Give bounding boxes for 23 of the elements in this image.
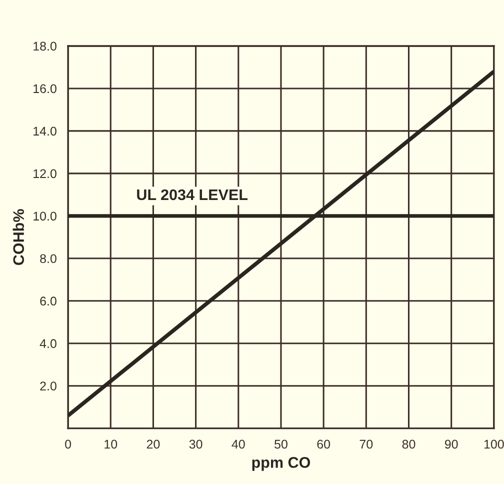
y-tick-label: 18.0 — [34, 42, 56, 51]
y-tick-label: 12.0 — [34, 169, 56, 178]
ref-line-label: UL 2034 LEVEL — [137, 189, 248, 200]
y-tick-label: 14.0 — [34, 126, 56, 136]
x-tick-label: 30 — [189, 440, 202, 449]
x-tick-label: 90 — [444, 440, 458, 449]
x-tick-label: 10 — [104, 440, 118, 449]
x-tick-label: 70 — [360, 440, 373, 449]
x-tick-label: 80 — [402, 440, 416, 449]
x-tick-label: 50 — [274, 440, 288, 449]
y-tick-label: 8.0 — [40, 254, 56, 264]
x-tick-label: 20 — [146, 440, 160, 449]
x-axis-title: ppm CO — [252, 457, 310, 471]
y-tick-label: 2.0 — [40, 382, 56, 391]
x-tick-label: 60 — [317, 440, 330, 449]
y-tick-label: 6.0 — [40, 296, 56, 306]
x-tick-label: 0 — [65, 440, 72, 449]
x-tick-label: 40 — [232, 440, 245, 449]
x-tick-label: 100 — [484, 440, 504, 449]
y-axis-title: COHb% — [12, 209, 24, 265]
y-tick-label: 10.0 — [34, 212, 56, 221]
y-tick-label: 4.0 — [40, 339, 56, 348]
y-tick-label: 16.0 — [34, 84, 56, 94]
